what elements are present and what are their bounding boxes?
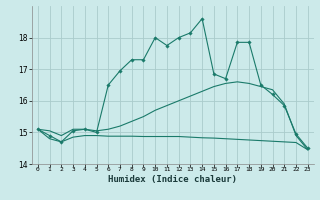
X-axis label: Humidex (Indice chaleur): Humidex (Indice chaleur) — [108, 175, 237, 184]
